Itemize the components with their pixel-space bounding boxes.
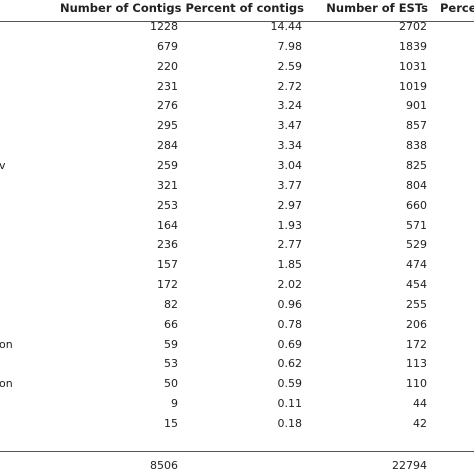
cell-value: 571 bbox=[406, 218, 427, 232]
cell-value: 220 bbox=[157, 59, 178, 73]
cell-value: 679 bbox=[157, 39, 178, 53]
cell-value: 825 bbox=[406, 158, 427, 172]
cell-value: 1839 bbox=[399, 39, 427, 53]
cell-value: 0.62 bbox=[277, 357, 303, 371]
cell-value: 113 bbox=[406, 357, 427, 371]
column-header: Number of Contigs bbox=[60, 1, 182, 15]
cell-value: 2.72 bbox=[277, 79, 303, 93]
cell-value: 0.11 bbox=[277, 397, 303, 411]
cell-value: 59 bbox=[164, 337, 178, 351]
cell-value: 3.04 bbox=[277, 158, 303, 172]
cell-value: 2.59 bbox=[277, 59, 303, 73]
cell-value: 474 bbox=[406, 258, 427, 272]
cell-value: 1.93 bbox=[277, 218, 303, 232]
cell-value: 529 bbox=[406, 238, 427, 252]
cell-value: 1228 bbox=[150, 20, 178, 33]
header-rule bbox=[0, 21, 474, 22]
cell-value: 53 bbox=[164, 357, 178, 371]
column-header: Number of ESTs bbox=[326, 1, 428, 15]
cell-value: 206 bbox=[406, 317, 427, 331]
cell-value: 259 bbox=[157, 158, 178, 172]
total-rule bbox=[0, 451, 474, 452]
cell-value: 2.02 bbox=[277, 278, 303, 292]
cell-value: 276 bbox=[157, 99, 178, 113]
cell-value: 15 bbox=[164, 417, 178, 430]
cell-value: 14.44 bbox=[270, 20, 303, 33]
cell-value: 660 bbox=[406, 198, 427, 212]
cell-value: 157 bbox=[157, 258, 178, 272]
cell-value: 3.77 bbox=[277, 178, 303, 192]
total-value: 22794 bbox=[392, 459, 427, 472]
cell-value: 0.59 bbox=[277, 377, 303, 391]
cell-value: 82 bbox=[164, 297, 178, 311]
cell-value: 2.77 bbox=[277, 238, 303, 252]
cell-value: 3.34 bbox=[277, 139, 303, 153]
cell-value: 454 bbox=[406, 278, 427, 292]
column-header: Percent of contigs bbox=[185, 1, 304, 15]
cell-value: 164 bbox=[157, 218, 178, 232]
cell-value: 0.18 bbox=[277, 417, 303, 430]
row-label: on bbox=[0, 337, 13, 351]
cell-value: 1.85 bbox=[277, 258, 303, 272]
cell-value: 284 bbox=[157, 139, 178, 153]
cell-value: 321 bbox=[157, 178, 178, 192]
cell-value: 9 bbox=[171, 397, 178, 411]
cell-value: 804 bbox=[406, 178, 427, 192]
cell-value: 1031 bbox=[399, 59, 427, 73]
cell-value: 231 bbox=[157, 79, 178, 93]
cell-value: 0.96 bbox=[277, 297, 303, 311]
row-label: v bbox=[0, 158, 6, 172]
cell-value: 42 bbox=[413, 417, 427, 430]
cell-value: 7.98 bbox=[277, 39, 303, 53]
column-header: Perce bbox=[440, 1, 474, 15]
cell-value: 295 bbox=[157, 119, 178, 133]
cell-value: 838 bbox=[406, 139, 427, 153]
cell-value: 44 bbox=[413, 397, 427, 411]
cell-value: 857 bbox=[406, 119, 427, 133]
cell-value: 236 bbox=[157, 238, 178, 252]
cell-value: 172 bbox=[157, 278, 178, 292]
cell-value: 0.69 bbox=[277, 337, 303, 351]
cell-value: 1019 bbox=[399, 79, 427, 93]
cell-value: 2702 bbox=[399, 20, 427, 33]
cell-value: 110 bbox=[406, 377, 427, 391]
cell-value: 2.97 bbox=[277, 198, 303, 212]
cell-value: 172 bbox=[406, 337, 427, 351]
cell-value: 3.24 bbox=[277, 99, 303, 113]
cell-value: 50 bbox=[164, 377, 178, 391]
cell-value: 253 bbox=[157, 198, 178, 212]
total-value: 8506 bbox=[150, 459, 178, 472]
row-label: on bbox=[0, 377, 13, 391]
cell-value: 0.78 bbox=[277, 317, 303, 331]
cell-value: 901 bbox=[406, 99, 427, 113]
cell-value: 3.47 bbox=[277, 119, 303, 133]
cell-value: 66 bbox=[164, 317, 178, 331]
cell-value: 255 bbox=[406, 297, 427, 311]
